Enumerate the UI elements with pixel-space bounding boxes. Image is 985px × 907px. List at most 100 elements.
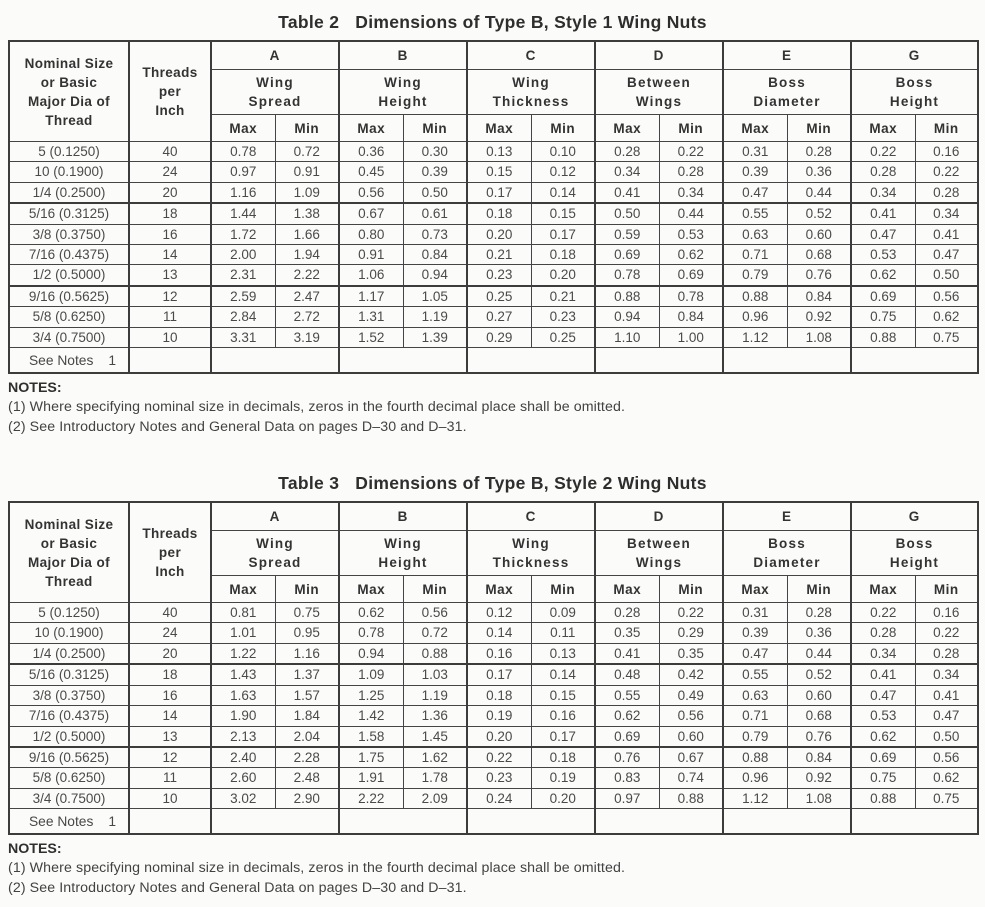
nominal-size-cell: 5 (0.1250) (8, 140, 130, 163)
value-cell: 1.63 (210, 684, 276, 707)
value-cell: 0.22 (850, 140, 916, 163)
value-cell: 0.47 (850, 223, 916, 246)
value-cell: 0.62 (338, 602, 404, 624)
threads-per-inch-cell: 18 (128, 663, 212, 686)
value-cell: 0.74 (658, 767, 724, 789)
value-cell: 0.12 (466, 602, 532, 624)
header-threads-per-inch: Threads per Inch (128, 40, 212, 142)
value-cell: 0.69 (594, 244, 660, 266)
table-row: 7/16 (0.4375) 14 1.90 1.84 1.42 1.36 0.19 0.16 0… (8, 705, 979, 727)
value-cell: 0.23 (466, 264, 532, 287)
value-cell: 2.48 (274, 767, 340, 789)
value-cell: 0.68 (786, 705, 852, 727)
footer-empty-cell (338, 808, 468, 835)
value-cell: 0.88 (594, 284, 660, 308)
value-cell: 1.08 (786, 787, 852, 810)
value-cell: 2.60 (210, 767, 276, 789)
value-cell: 2.04 (274, 725, 340, 748)
header-group-letter-G: G (850, 40, 979, 70)
value-cell: 0.59 (594, 223, 660, 246)
value-cell: 1.17 (338, 284, 404, 308)
value-cell: 0.44 (786, 642, 852, 665)
header-min-C: Min (530, 114, 596, 142)
value-cell: 1.36 (402, 705, 468, 727)
header-min-G: Min (914, 575, 979, 604)
footer-empty-cell (338, 347, 468, 374)
nominal-size-cell: 3/8 (0.3750) (8, 684, 130, 707)
table2-title: Table 2 Dimensions of Type B, Style 1 Win… (8, 8, 977, 33)
header-max-A: Max (210, 114, 276, 142)
value-cell: 0.42 (658, 663, 724, 686)
table-row: 1/4 (0.2500) 20 1.22 1.16 0.94 0.88 0.16 0.13 0.… (8, 642, 979, 665)
see-notes-cell: See Notes 1 (8, 347, 130, 374)
value-cell: 3.02 (210, 787, 276, 810)
header-min-C: Min (530, 575, 596, 604)
value-cell: 0.41 (850, 663, 916, 686)
value-cell: 0.41 (594, 181, 660, 204)
table-row: 5 (0.1250) 40 0.81 0.75 0.62 0.56 0.12 0.09 0.28… (8, 602, 979, 624)
value-cell: 0.63 (722, 223, 788, 246)
header-nominal-size: Nominal Size or Basic Major Dia of Threa… (8, 501, 130, 604)
value-cell: 1.66 (274, 223, 340, 246)
value-cell: 0.24 (466, 787, 532, 810)
value-cell: 0.28 (594, 602, 660, 624)
table-row: 1/4 (0.2500) 20 1.16 1.09 0.56 0.50 0.17 0.14 0.… (8, 181, 979, 204)
value-cell: 0.53 (658, 223, 724, 246)
value-cell: 0.78 (594, 264, 660, 287)
note-line-2: (2) See Introductory Notes and General D… (8, 418, 467, 435)
value-cell: 0.28 (658, 161, 724, 183)
footer-empty-cell (466, 808, 596, 835)
threads-per-inch-cell: 40 (128, 140, 212, 163)
value-cell: 0.34 (914, 202, 979, 225)
value-cell: 1.39 (402, 326, 468, 349)
value-cell: 0.50 (594, 202, 660, 225)
value-cell: 1.08 (786, 326, 852, 349)
value-cell: 0.56 (402, 602, 468, 624)
header-min-E: Min (786, 114, 852, 142)
nominal-size-cell: 9/16 (0.5625) (8, 745, 130, 769)
value-cell: 0.47 (722, 181, 788, 204)
value-cell: 1.62 (402, 745, 468, 769)
nominal-size-cell: 7/16 (0.4375) (8, 244, 130, 266)
header-group-name-C: Wing Thickness (466, 530, 596, 577)
value-cell: 0.28 (594, 140, 660, 163)
value-cell: 1.94 (274, 244, 340, 266)
footer-empty-cell (210, 808, 340, 835)
value-cell: 0.97 (210, 161, 276, 183)
table3-label: Table 3 (278, 473, 340, 494)
header-min-G: Min (914, 114, 979, 142)
header-group-letter-E: E (721, 501, 852, 532)
value-cell: 0.78 (658, 284, 724, 308)
header-group-name-G: Boss Height (850, 530, 979, 577)
value-cell: 1.78 (402, 767, 468, 789)
value-cell: 0.20 (530, 787, 596, 810)
footer-empty-cell (128, 808, 212, 835)
see-notes-number: 1 (108, 813, 117, 829)
value-cell: 2.72 (274, 306, 340, 328)
value-cell: 0.34 (850, 642, 916, 665)
value-cell: 0.22 (466, 745, 532, 769)
value-cell: 0.36 (338, 140, 404, 163)
value-cell: 0.36 (786, 161, 852, 183)
header-max-G: Max (850, 575, 916, 604)
value-cell: 0.48 (594, 663, 660, 686)
value-cell: 0.15 (530, 202, 596, 225)
threads-per-inch-cell: 20 (128, 642, 212, 665)
note-line-2: (2) See Introductory Notes and General D… (8, 879, 467, 896)
see-notes-cell: See Notes 1 (8, 808, 130, 835)
header-min-D: Min (658, 114, 724, 142)
value-cell: 0.22 (658, 140, 724, 163)
table-row: 1/2 (0.5000) 13 2.13 2.04 1.58 1.45 0.20 0.17 0.… (8, 725, 979, 748)
value-cell: 0.28 (850, 622, 916, 644)
value-cell: 0.20 (466, 223, 532, 246)
header-group-name-E: Boss Diameter (721, 530, 852, 577)
value-cell: 0.69 (658, 264, 724, 287)
value-cell: 0.96 (722, 767, 788, 789)
value-cell: 0.20 (530, 264, 596, 287)
value-cell: 1.84 (274, 705, 340, 727)
value-cell: 1.00 (658, 326, 724, 349)
header-group-name-B: Wing Height (338, 530, 468, 577)
value-cell: 0.75 (914, 787, 979, 810)
value-cell: 2.59 (210, 284, 276, 308)
value-cell: 0.28 (786, 140, 852, 163)
